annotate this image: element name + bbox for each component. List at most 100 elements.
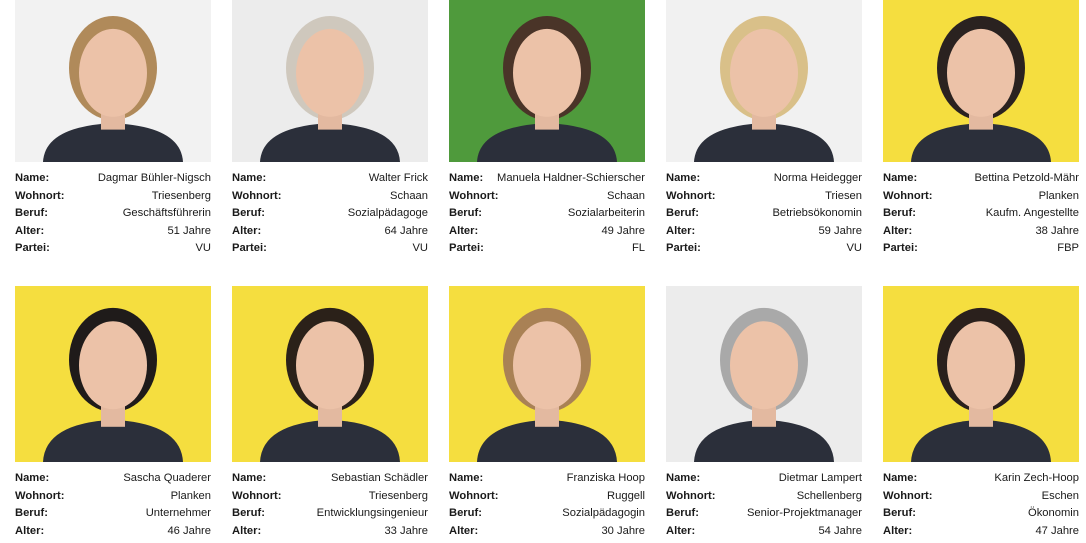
candidate-card: Name: Bettina Petzold-Mähr Wohnort: Planken…	[883, 0, 1079, 258]
label-name: Name:	[666, 172, 701, 184]
label-age: Alter:	[232, 224, 262, 237]
value-party: VU	[412, 242, 428, 255]
value-job: Betriebsökonomin	[772, 207, 862, 220]
label-residence: Wohnort:	[883, 189, 933, 202]
candidate-photo	[883, 0, 1079, 162]
info-row-job: Beruf: Unternehmer	[15, 505, 211, 523]
info-row-party: Partei: VU	[232, 240, 428, 258]
candidate-photo	[449, 0, 645, 162]
candidate-card: Name: Karin Zech-Hoop Wohnort: Eschen Beruf:…	[883, 286, 1079, 540]
label-residence: Wohnort:	[449, 489, 499, 502]
label-job: Beruf:	[883, 507, 916, 520]
value-age: 33 Jahre	[384, 524, 428, 537]
label-age: Alter:	[232, 524, 262, 537]
value-job: Entwicklungsingenieur	[316, 507, 428, 520]
candidate-photo	[15, 0, 211, 162]
candidate-card: Name: Sascha Quaderer Wohnort: Planken Beruf…	[15, 286, 211, 540]
info-row-name: Name: Sascha Quaderer	[15, 470, 211, 488]
value-residence: Ruggell	[607, 489, 645, 502]
value-residence: Triesenberg	[368, 489, 428, 502]
candidate-photo	[15, 286, 211, 462]
info-row-name: Name: Manuela Haldner-Schierscher	[449, 170, 645, 188]
value-residence: Triesenberg	[151, 189, 211, 202]
candidate-card: Name: Dietmar Lampert Wohnort: Schellenberg…	[666, 286, 862, 540]
label-job: Beruf:	[666, 507, 699, 520]
label-party: Partei:	[666, 242, 701, 255]
info-row-name: Name: Sebastian Schädler	[232, 470, 428, 488]
label-residence: Wohnort:	[666, 189, 716, 202]
value-job: Unternehmer	[145, 507, 211, 520]
info-row-job: Beruf: Entwicklungsingenieur	[232, 505, 428, 523]
label-job: Beruf:	[449, 207, 482, 220]
value-job: Geschäftsführerin	[122, 207, 211, 220]
label-job: Beruf:	[883, 207, 916, 220]
candidate-card: Name: Norma Heidegger Wohnort: Triesen Beruf…	[666, 0, 862, 258]
value-name: Karin Zech-Hoop	[994, 472, 1079, 484]
info-row-name: Name: Norma Heidegger	[666, 170, 862, 188]
value-name: Norma Heidegger	[773, 172, 862, 184]
candidate-card: Name: Walter Frick Wohnort: Schaan Beruf: Soz…	[232, 0, 428, 258]
label-age: Alter:	[15, 524, 45, 537]
info-row-age: Alter: 51 Jahre	[15, 223, 211, 241]
label-party: Partei:	[883, 242, 918, 255]
value-party: VU	[846, 242, 862, 255]
label-residence: Wohnort:	[449, 189, 499, 202]
info-row-name: Name: Dagmar Bühler-Nigsch	[15, 170, 211, 188]
value-age: 46 Jahre	[167, 524, 211, 537]
info-row-job: Beruf: Geschäftsführerin	[15, 205, 211, 223]
label-job: Beruf:	[232, 207, 265, 220]
info-row-residence: Wohnort: Triesenberg	[232, 488, 428, 506]
label-name: Name:	[232, 172, 267, 184]
label-job: Beruf:	[15, 507, 48, 520]
label-age: Alter:	[883, 224, 913, 237]
label-party: Partei:	[232, 242, 267, 255]
value-residence: Planken	[170, 489, 211, 502]
value-name: Dietmar Lampert	[778, 472, 862, 484]
value-residence: Eschen	[1041, 489, 1079, 502]
label-name: Name:	[15, 472, 50, 484]
label-name: Name:	[232, 472, 267, 484]
candidate-photo	[232, 286, 428, 462]
info-row-age: Alter: 46 Jahre	[15, 523, 211, 541]
label-age: Alter:	[449, 224, 479, 237]
info-row-name: Name: Dietmar Lampert	[666, 470, 862, 488]
value-name: Sascha Quaderer	[123, 472, 211, 484]
label-name: Name:	[15, 172, 50, 184]
value-job: Kaufm. Angestellte	[985, 207, 1079, 220]
info-row-residence: Wohnort: Planken	[15, 488, 211, 506]
value-job: Sozialpädagogin	[562, 507, 645, 520]
label-residence: Wohnort:	[15, 189, 65, 202]
info-row-job: Beruf: Sozialpädagoge	[232, 205, 428, 223]
label-name: Name:	[449, 172, 484, 184]
label-job: Beruf:	[449, 507, 482, 520]
label-residence: Wohnort:	[232, 189, 282, 202]
value-age: 54 Jahre	[818, 524, 862, 537]
label-party: Partei:	[449, 242, 484, 255]
value-residence: Triesen	[825, 189, 862, 202]
info-row-residence: Wohnort: Schellenberg	[666, 488, 862, 506]
info-row-age: Alter: 30 Jahre	[449, 523, 645, 541]
label-residence: Wohnort:	[232, 489, 282, 502]
value-residence: Schaan	[607, 189, 645, 202]
info-row-age: Alter: 33 Jahre	[232, 523, 428, 541]
info-row-residence: Wohnort: Triesenberg	[15, 188, 211, 206]
candidate-photo	[449, 286, 645, 462]
value-age: 49 Jahre	[601, 224, 645, 237]
candidate-card: Name: Dagmar Bühler-Nigsch Wohnort: Triesen…	[15, 0, 211, 258]
info-row-job: Beruf: Sozialpädagogin	[449, 505, 645, 523]
info-row-job: Beruf: Betriebsökonomin	[666, 205, 862, 223]
candidate-card: Name: Franziska Hoop Wohnort: Ruggell Beruf:…	[449, 286, 645, 540]
value-name: Manuela Haldner-Schierscher	[497, 172, 645, 184]
info-row-residence: Wohnort: Eschen	[883, 488, 1079, 506]
info-row-age: Alter: 59 Jahre	[666, 223, 862, 241]
value-job: Senior-Projektmanager	[746, 507, 862, 520]
value-party: VU	[195, 242, 211, 255]
info-row-name: Name: Karin Zech-Hoop	[883, 470, 1079, 488]
value-party: FBP	[1057, 242, 1079, 255]
info-row-age: Alter: 54 Jahre	[666, 523, 862, 541]
value-name: Bettina Petzold-Mähr	[974, 172, 1079, 184]
info-row-name: Name: Franziska Hoop	[449, 470, 645, 488]
label-age: Alter:	[666, 524, 696, 537]
label-job: Beruf:	[666, 207, 699, 220]
info-row-residence: Wohnort: Ruggell	[449, 488, 645, 506]
